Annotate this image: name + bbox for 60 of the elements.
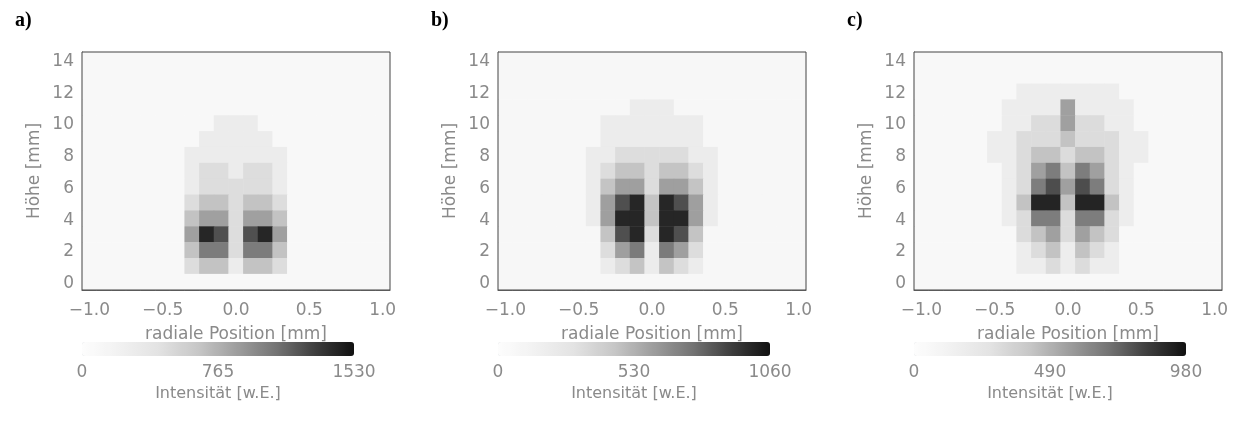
color-bar-label: 765 xyxy=(201,360,235,381)
x-tick-label: 0.0 xyxy=(222,298,250,319)
y-tick-label: 0 xyxy=(479,272,490,293)
x-tick-label: −1.0 xyxy=(68,298,110,319)
y-tick-label: 6 xyxy=(895,176,906,197)
chart-title: c) xyxy=(847,8,863,31)
y-tick-label: 6 xyxy=(63,176,74,197)
x-tick-label: −1.0 xyxy=(484,298,526,319)
x-tick-label: 0.5 xyxy=(295,298,323,319)
y-tick-label: 10 xyxy=(52,113,74,134)
x-tick-label: −1.0 xyxy=(900,298,942,319)
y-tick-label: 12 xyxy=(52,81,74,102)
y-axis-title: Höhe [mm] xyxy=(854,122,875,220)
x-tick-label: 1.0 xyxy=(785,298,813,319)
x-tick-label: 0.0 xyxy=(1054,298,1082,319)
y-tick-label: 2 xyxy=(479,240,490,261)
y-tick-label: 4 xyxy=(895,208,906,229)
y-tick-label: 10 xyxy=(884,113,906,134)
y-tick-label: 12 xyxy=(468,81,490,102)
y-axis-title: Höhe [mm] xyxy=(438,122,459,220)
x-axis-title: radiale Position [mm] xyxy=(977,322,1159,343)
x-tick-label: 1.0 xyxy=(1201,298,1229,319)
chart-title: b) xyxy=(431,8,449,31)
x-axis-title: radiale Position [mm] xyxy=(561,322,743,343)
x-tick-label: 0.5 xyxy=(711,298,739,319)
y-tick-label: 10 xyxy=(468,113,490,134)
y-tick-label: 0 xyxy=(63,272,74,293)
color-bar-label: 0 xyxy=(76,360,88,381)
color-bar-title: Intensität [w.E.] xyxy=(155,382,281,402)
y-tick-label: 4 xyxy=(63,208,74,229)
x-tick-label: −0.5 xyxy=(974,298,1016,319)
x-tick-label: −0.5 xyxy=(142,298,184,319)
x-tick-label: −0.5 xyxy=(558,298,600,319)
y-axis-title: Höhe [mm] xyxy=(22,122,43,220)
y-tick-label: 14 xyxy=(52,49,74,70)
y-tick-label: 8 xyxy=(63,145,74,166)
x-tick-label: 0.0 xyxy=(638,298,666,319)
y-tick-label: 4 xyxy=(479,208,490,229)
x-tick-label: 1.0 xyxy=(369,298,397,319)
color-bar-label: 0 xyxy=(492,360,504,381)
color-bar-label: 1530 xyxy=(332,360,376,381)
y-tick-label: 2 xyxy=(63,240,74,261)
color-bar-label: 530 xyxy=(617,360,651,381)
y-tick-label: 6 xyxy=(479,176,490,197)
chart-title: a) xyxy=(15,8,32,31)
x-tick-label: 0.5 xyxy=(1127,298,1155,319)
y-tick-label: 8 xyxy=(895,145,906,166)
color-bar-title: Intensität [w.E.] xyxy=(571,382,697,402)
color-bar-label: 490 xyxy=(1033,360,1067,381)
y-tick-label: 14 xyxy=(884,49,906,70)
color-bar-label: 1060 xyxy=(748,360,792,381)
y-tick-label: 2 xyxy=(895,240,906,261)
y-tick-label: 0 xyxy=(895,272,906,293)
color-bar-label: 980 xyxy=(1169,360,1203,381)
y-tick-label: 14 xyxy=(468,49,490,70)
color-bar-label: 0 xyxy=(908,360,920,381)
x-axis-title: radiale Position [mm] xyxy=(145,322,327,343)
y-tick-label: 12 xyxy=(884,81,906,102)
color-bar-title: Intensität [w.E.] xyxy=(987,382,1113,402)
y-tick-label: 8 xyxy=(479,145,490,166)
